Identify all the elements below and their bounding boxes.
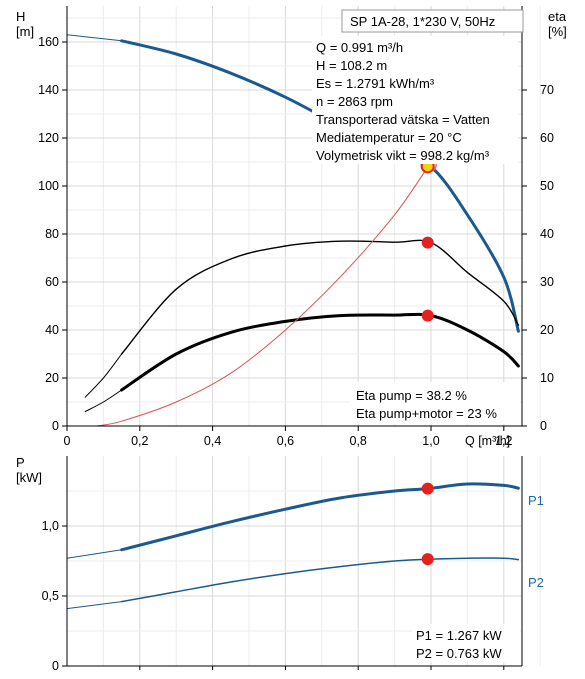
bottom-series-group <box>66 482 520 610</box>
p-axis-label: P <box>16 455 25 470</box>
h-tick-label: 20 <box>45 371 59 385</box>
info-n: n = 2863 rpm <box>316 94 393 109</box>
q-tick-label: 0,2 <box>131 434 148 448</box>
q-tick-label: 0,4 <box>204 434 221 448</box>
q-axis-label: Q [m³/h] <box>465 434 510 448</box>
eta-tick-label: 50 <box>540 179 554 193</box>
power-info-box: P1 = 1.267 kW P2 = 0.763 kW <box>412 624 520 662</box>
h-tick-label: 160 <box>38 35 59 49</box>
top-axes: 0 20 40 60 80 100 120 140 160 0 10 20 30 40 50 60 70 0 0,2… <box>38 6 554 448</box>
eta-tick-label: 70 <box>540 83 554 97</box>
q-tick-label: 0,8 <box>350 434 367 448</box>
h-tick-label: 40 <box>45 323 59 337</box>
q-tick-label: 0 <box>64 434 71 448</box>
top-curve-2 <box>120 239 520 355</box>
info-box: Q = 0.991 m³/h H = 108.2 m Es = 1.2791 k… <box>312 36 518 164</box>
p-axis-unit: [kW] <box>16 470 42 485</box>
power-box-background <box>412 624 520 662</box>
p-tick-label: 0 <box>52 659 59 673</box>
q-tick-label: 1,2 <box>495 434 512 448</box>
q-tick-label: 1,0 <box>422 434 439 448</box>
p-tick-label: 1,0 <box>42 519 59 533</box>
bottom-duty-points <box>421 482 434 566</box>
info-p2: P2 = 0.763 kW <box>416 646 502 661</box>
duty-point-power-1 <box>421 553 434 566</box>
top-curve-3 <box>84 353 123 398</box>
q-tick-label: 0,6 <box>277 434 294 448</box>
eta-pump-text: Eta pump = 38.2 % <box>356 388 467 403</box>
top-curve-5 <box>84 389 123 413</box>
bottom-curve-1 <box>66 549 123 559</box>
duty-point-power-0 <box>421 482 434 495</box>
eta-tick-label: 10 <box>540 371 554 385</box>
duty-point-eta-1 <box>421 236 434 249</box>
info-es: Es = 1.2791 kWh/m³ <box>316 76 435 91</box>
h-tick-label: 0 <box>52 419 59 433</box>
bottom-curve-0 <box>120 482 520 552</box>
h-tick-label: 100 <box>38 179 59 193</box>
legend-p1: P1 <box>528 493 544 508</box>
info-temperature: Mediatemperatur = 20 °C <box>316 130 462 145</box>
eta-tick-label: 0 <box>540 419 547 433</box>
bottom-grid <box>66 456 541 667</box>
bottom-curve-3 <box>66 601 123 610</box>
eta-tick-label: 20 <box>540 323 554 337</box>
bottom-curve-2 <box>120 557 520 603</box>
info-box-background <box>312 36 518 164</box>
power-chart: 0 0,5 1,0 P [kW] P1 P2 P1 = 1.267 kW P2 = … <box>16 455 544 673</box>
h-tick-label: 120 <box>38 131 59 145</box>
h-axis-unit: [m] <box>16 24 34 39</box>
info-h: H = 108.2 m <box>316 58 387 73</box>
top-curve-6 <box>95 161 432 427</box>
h-tick-label: 140 <box>38 83 59 97</box>
title-box <box>341 9 524 33</box>
head-efficiency-chart: 0 20 40 60 80 100 120 140 160 0 10 20 30 40 50 60 70 0 0,2… <box>16 6 567 448</box>
h-tick-label: 60 <box>45 275 59 289</box>
info-liquid: Transporterad vätska = Vatten <box>316 112 490 127</box>
bottom-axes: 0 0,5 1,0 <box>42 456 523 673</box>
eta-tick-label: 40 <box>540 227 554 241</box>
top-curve-1 <box>66 34 123 42</box>
top-curve-4 <box>120 312 520 392</box>
eta-tick-label: 60 <box>540 131 554 145</box>
h-axis-label: H <box>16 9 25 24</box>
eta-tick-label: 30 <box>540 275 554 289</box>
p-tick-label: 0,5 <box>42 589 59 603</box>
eta-axis-unit: [%] <box>548 24 567 39</box>
top-duty-points <box>420 156 437 322</box>
info-q: Q = 0.991 m³/h <box>316 40 403 55</box>
info-p1: P1 = 1.267 kW <box>416 628 502 643</box>
duty-point-eta-2 <box>421 309 434 322</box>
legend-p2: P2 <box>528 575 544 590</box>
chart-title: SP 1A-28, 1*230 V, 50Hz <box>350 14 495 29</box>
eta-box: Eta pump = 38.2 % Eta pump+motor = 23 % <box>350 382 520 424</box>
info-density: Volymetrisk vikt = 998.2 kg/m³ <box>316 148 490 163</box>
eta-axis-label: eta <box>548 9 567 24</box>
h-tick-label: 80 <box>45 227 59 241</box>
eta-box-background <box>350 382 520 424</box>
eta-pump-motor-text: Eta pump+motor = 23 % <box>356 406 497 421</box>
